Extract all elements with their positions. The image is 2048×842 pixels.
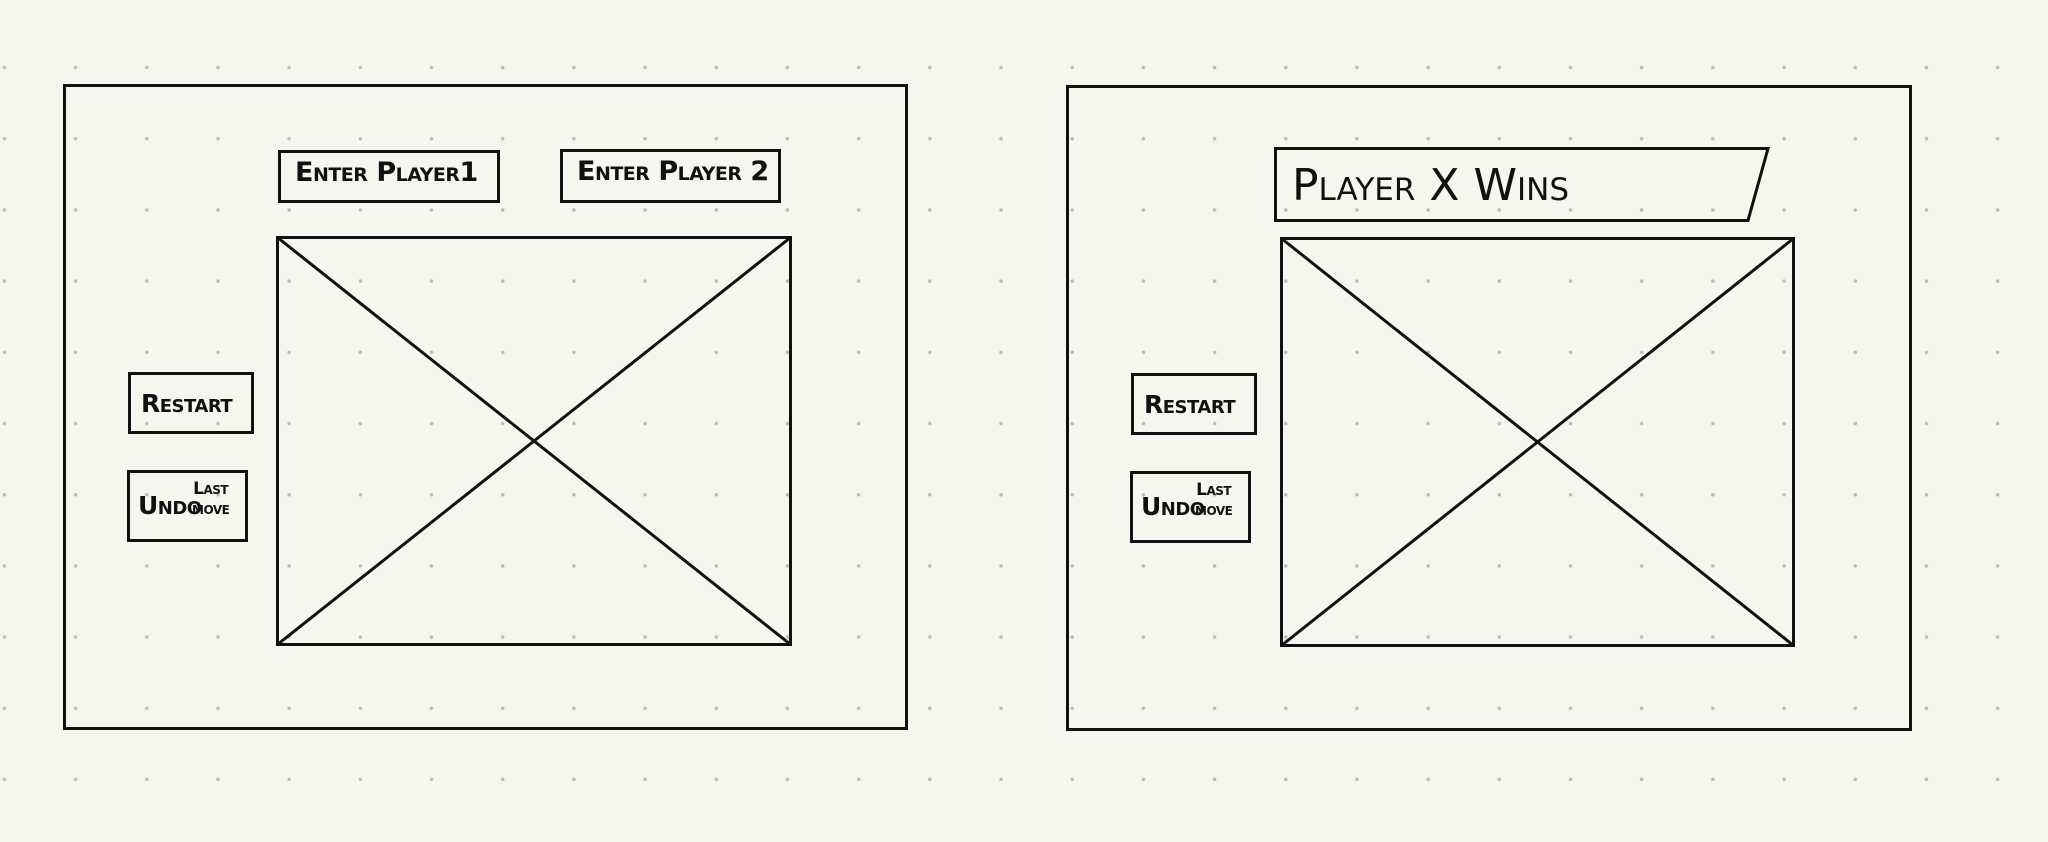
game-board-placeholder-win (1280, 237, 1795, 647)
win-banner-text: Player X Wins (1292, 160, 1570, 211)
undo-button-win-label: Undo (1141, 492, 1205, 521)
player1-name-input-label: Enter Player1 (295, 157, 478, 188)
last-move-win-label: Last move (1195, 480, 1233, 520)
last-label: Last (193, 479, 229, 499)
player2-name-input-label: Enter Player 2 (577, 156, 769, 187)
restart-button-label: Restart (141, 389, 233, 418)
screen-frame-win (1066, 85, 1912, 731)
undo-last-move-button-win[interactable]: Undo Last move (1130, 471, 1251, 543)
player1-name-input[interactable]: Enter Player1 (278, 150, 500, 203)
player2-name-input[interactable]: Enter Player 2 (560, 149, 781, 203)
undo-button-label: Undo (138, 491, 202, 520)
restart-button[interactable]: Restart (128, 372, 254, 434)
last-win-label: Last (1196, 480, 1232, 500)
game-board-placeholder (276, 236, 792, 646)
undo-last-move-button[interactable]: Undo Last move (127, 470, 248, 542)
move-label: move (192, 499, 230, 519)
restart-button-win-label: Restart (1144, 390, 1236, 419)
move-win-label: move (1195, 500, 1233, 520)
last-move-label: Last move (192, 479, 230, 519)
win-banner-shape (1274, 147, 1770, 222)
restart-button-win[interactable]: Restart (1131, 373, 1257, 435)
screen-frame-setup (63, 84, 908, 730)
